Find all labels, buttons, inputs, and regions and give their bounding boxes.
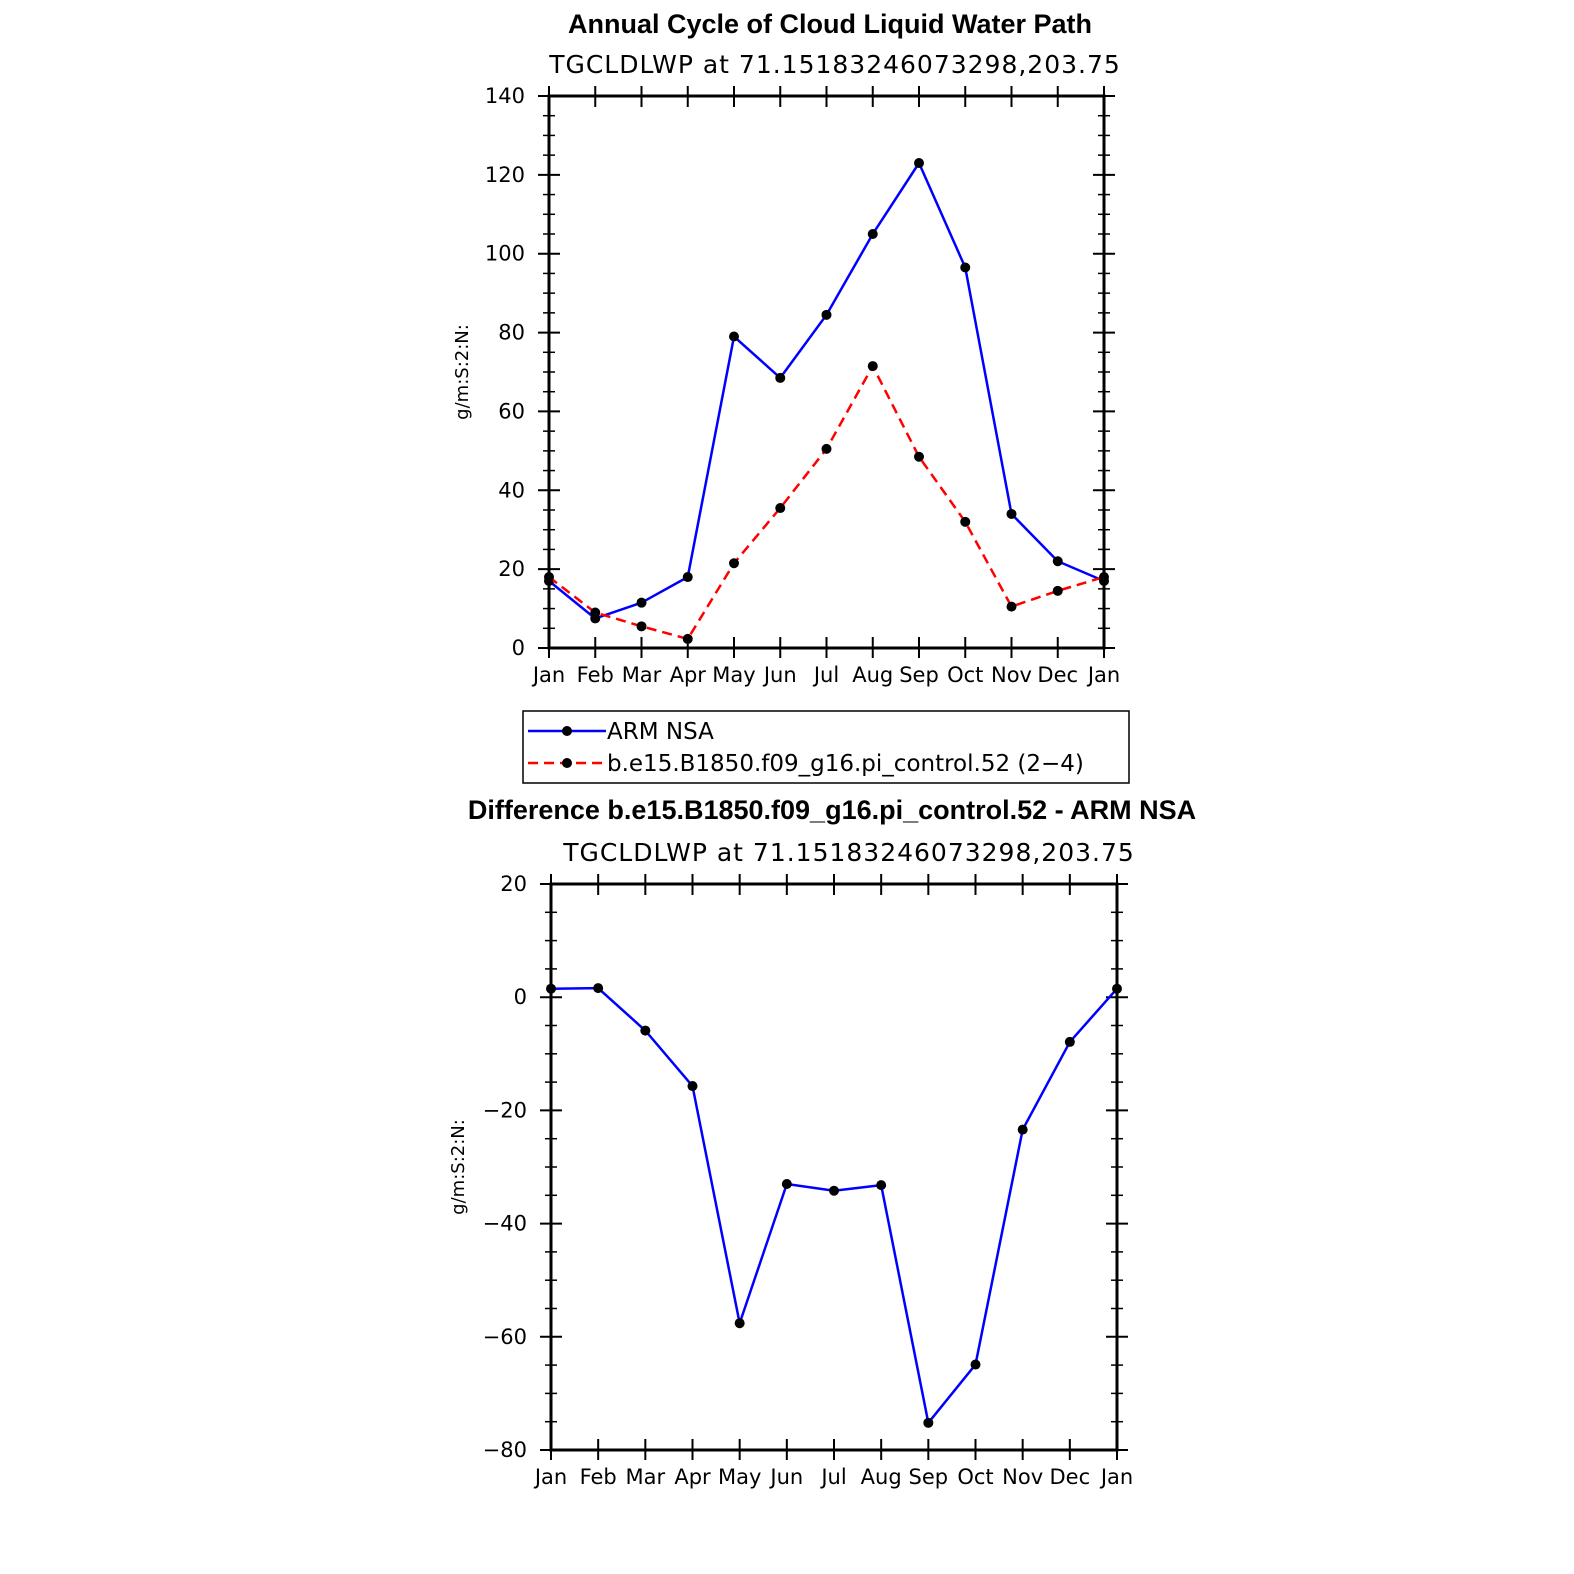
y-tick-label: 60 — [498, 399, 525, 423]
data-point — [821, 443, 832, 454]
x-tick-label: Dec — [1037, 663, 1078, 687]
data-point — [775, 372, 786, 383]
data-point — [734, 1318, 745, 1329]
y-tick-label: −80 — [483, 1438, 527, 1462]
data-point — [682, 633, 693, 644]
data-point — [960, 516, 971, 527]
x-tick-label: Jan — [531, 663, 565, 687]
x-tick-label: Mar — [622, 663, 662, 687]
y-tick-label: 120 — [485, 163, 525, 187]
data-point — [867, 229, 878, 239]
y-tick-label: −40 — [483, 1212, 527, 1236]
difference-panel: Difference b.e15.B1850.f09_g16.pi_contro… — [448, 795, 1196, 1489]
y-tick-label: 0 — [512, 636, 525, 660]
y-tick-label: 40 — [498, 478, 525, 502]
data-point — [876, 1180, 887, 1191]
legend: ARM NSA b.e15.B1850.f09_g16.pi_control.5… — [522, 710, 1130, 784]
legend-label-obs: ARM NSA — [607, 719, 714, 745]
x-tick-label: Mar — [626, 1465, 666, 1489]
legend-marker-obs — [562, 726, 572, 736]
data-point — [914, 451, 924, 462]
x-tick-label: Jul — [819, 1465, 846, 1489]
x-tick-label: Jan — [533, 1465, 567, 1489]
legend-box — [522, 710, 1130, 784]
x-tick-label: Jul — [812, 663, 839, 687]
x-tick-label: Jan — [1086, 663, 1120, 687]
y-tick-label: 20 — [498, 557, 525, 581]
chart-subtitle: TGCLDLWP at 71.15183246073298,203.75 — [548, 50, 1121, 79]
data-point — [729, 558, 739, 569]
data-point — [729, 331, 739, 342]
chart-title: Annual Cycle of Cloud Liquid Water Path — [568, 9, 1092, 39]
x-tick-label: Oct — [947, 663, 983, 687]
annual-cycle-panel: Annual Cycle of Cloud Liquid Water Path … — [452, 9, 1121, 687]
x-tick-label: Apr — [674, 1465, 711, 1489]
x-tick-label: Feb — [577, 663, 614, 687]
y-tick-label: −20 — [483, 1098, 527, 1122]
x-tick-label: Nov — [991, 663, 1032, 687]
data-point — [682, 572, 693, 583]
data-point — [914, 158, 924, 169]
x-tick-label: Jan — [1099, 1465, 1133, 1489]
x-tick-label: Sep — [909, 1465, 949, 1489]
x-tick-label: Feb — [580, 1465, 617, 1489]
data-point — [636, 597, 647, 608]
plot-frame — [549, 882, 1119, 1452]
data-point — [1006, 508, 1017, 519]
data-point — [593, 983, 604, 994]
series-line-1 — [548, 363, 1105, 641]
y-tick-label: 100 — [485, 242, 525, 266]
data-point — [1052, 585, 1063, 596]
data-point — [781, 1178, 792, 1189]
data-point — [687, 1081, 698, 1092]
x-tick-label: Nov — [1002, 1465, 1043, 1489]
x-tick-label: May — [718, 1465, 761, 1489]
y-axis-label: g/m:S:2:N: — [448, 1119, 469, 1215]
data-point — [960, 262, 971, 273]
x-tick-label: Jun — [768, 1465, 803, 1489]
data-point — [1052, 556, 1063, 567]
series-line-0 — [548, 160, 1105, 620]
data-point — [775, 503, 786, 514]
data-point — [821, 309, 832, 320]
data-point — [1064, 1036, 1075, 1047]
data-point — [640, 1025, 651, 1036]
data-point — [923, 1417, 934, 1428]
x-tick-label: Apr — [670, 663, 707, 687]
x-tick-label: Dec — [1050, 1465, 1091, 1489]
data-point — [867, 361, 878, 372]
x-tick-label: May — [712, 663, 755, 687]
y-tick-label: 20 — [500, 872, 527, 896]
data-point — [590, 607, 601, 618]
data-point — [1006, 601, 1017, 612]
x-tick-label: Oct — [957, 1465, 993, 1489]
y-tick-label: 0 — [514, 985, 527, 1009]
y-tick-label: 80 — [498, 321, 525, 345]
data-point — [636, 621, 647, 632]
data-point — [829, 1185, 839, 1196]
legend-marker-model — [562, 758, 572, 768]
plot-frame — [547, 94, 1106, 650]
y-axis-label: g/m:S:2:N: — [452, 324, 473, 420]
y-tick-label: −60 — [483, 1325, 527, 1349]
x-tick-label: Sep — [899, 663, 939, 687]
chart-subtitle: TGCLDLWP at 71.15183246073298,203.75 — [562, 838, 1135, 867]
data-point — [1017, 1124, 1028, 1135]
legend-label-model: b.e15.B1850.f09_g16.pi_control.52 (2−4) — [607, 751, 1084, 777]
y-tick-label: 140 — [485, 84, 525, 108]
x-tick-label: Aug — [861, 1465, 902, 1489]
data-point — [970, 1359, 981, 1370]
series-line-0 — [550, 986, 1118, 1426]
chart-title: Difference b.e15.B1850.f09_g16.pi_contro… — [468, 795, 1196, 825]
x-tick-label: Jun — [762, 663, 797, 687]
x-tick-label: Aug — [852, 663, 893, 687]
